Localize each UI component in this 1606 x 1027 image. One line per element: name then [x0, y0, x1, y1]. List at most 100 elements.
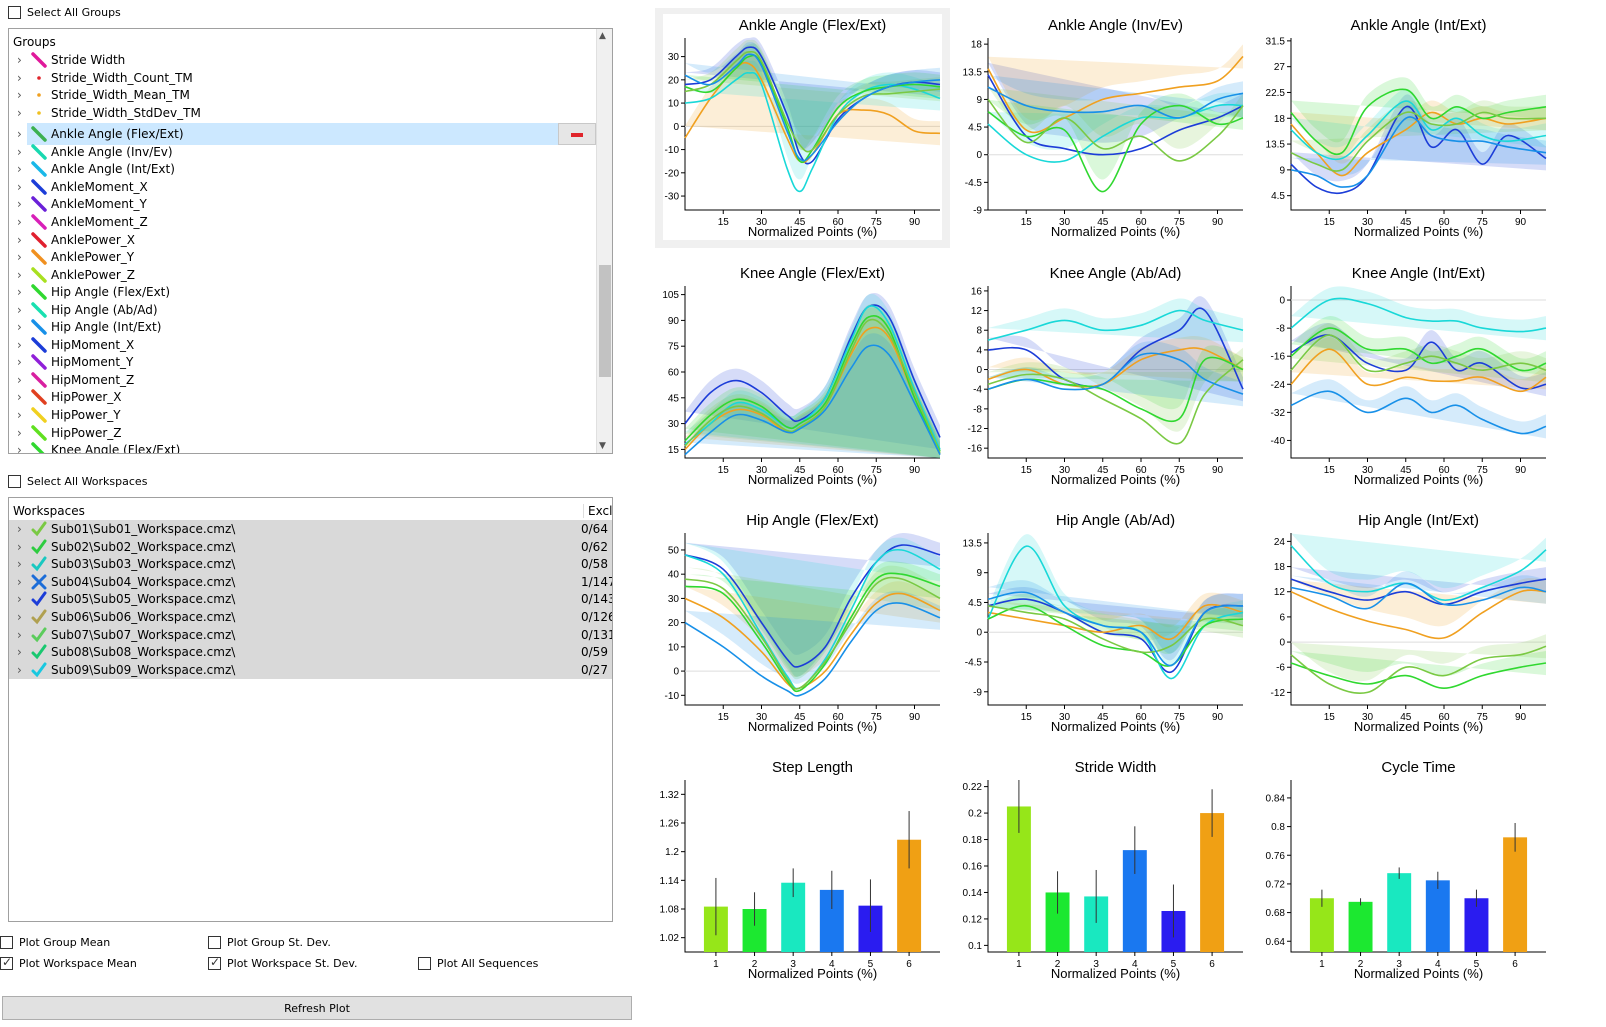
expand-chevron-icon[interactable]: ›	[17, 70, 22, 85]
expand-chevron-icon[interactable]: ›	[17, 302, 22, 317]
workspace-item[interactable]: › Sub04\Sub04_Workspace.cmz\ 1/147	[9, 572, 612, 591]
group-item[interactable]: › Stride_Width_StdDev_TM	[9, 104, 596, 122]
group-item[interactable]: › Hip Angle (Ab/Ad)	[9, 301, 596, 319]
check-mark-icon[interactable]	[31, 591, 47, 607]
group-item[interactable]: › Hip Angle (Int/Ext)	[9, 318, 596, 336]
check-mark-icon[interactable]	[31, 644, 47, 660]
group-item[interactable]: › AnkleMoment_Z	[9, 213, 596, 231]
expand-chevron-icon[interactable]: ›	[17, 53, 22, 67]
plot-group-mean-checkbox[interactable]: Plot Group Mean	[0, 936, 110, 949]
chart-panel[interactable]: Cycle Time Normalized Points (%) 0.64 0.68 0…	[1261, 750, 1556, 990]
chart-panel[interactable]: Knee Angle (Int/Ext) Normalized Points (%…	[1261, 256, 1556, 496]
expand-chevron-icon[interactable]: ›	[17, 425, 22, 440]
group-item[interactable]: › AnklePower_Z	[9, 266, 596, 284]
expand-chevron-icon[interactable]: ›	[17, 232, 22, 247]
checkbox-box[interactable]	[0, 936, 13, 949]
checkbox-box[interactable]	[0, 955, 13, 970]
workspace-item[interactable]: › Sub06\Sub06_Workspace.cmz\ 0/126	[9, 608, 612, 626]
expand-chevron-icon[interactable]: ›	[17, 372, 22, 387]
group-item[interactable]: › Ankle Angle (Inv/Ev)	[9, 143, 596, 161]
workspace-item[interactable]: › Sub08\Sub08_Workspace.cmz\ 0/59	[9, 643, 612, 662]
chart-panel[interactable]: Ankle Angle (Flex/Ext) Normalized Points …	[655, 8, 950, 248]
expand-chevron-icon[interactable]: ›	[17, 105, 22, 120]
check-mark-icon[interactable]	[31, 556, 47, 572]
chart-panel[interactable]: Step Length Normalized Points (%) 1.02 1.08…	[655, 750, 950, 990]
group-item[interactable]: › Stride_Width_Count_TM	[9, 69, 596, 87]
select-all-workspaces-checkbox[interactable]: Select All Workspaces	[8, 475, 147, 488]
group-item[interactable]: › HipPower_X	[9, 388, 596, 406]
check-mark-icon[interactable]	[31, 627, 47, 643]
scroll-down-icon[interactable]: ▼	[599, 441, 606, 451]
checkbox-box[interactable]	[208, 955, 221, 970]
scroll-up-icon[interactable]: ▲	[599, 31, 606, 41]
group-item[interactable]: › Knee Angle (Flex/Ext)	[9, 441, 596, 453]
check-mark-icon[interactable]	[31, 539, 47, 555]
scroll-thumb[interactable]	[599, 265, 611, 377]
group-item[interactable]: › HipPower_Z	[9, 424, 596, 442]
chart-panel[interactable]: Knee Angle (Flex/Ext) Normalized Points (…	[655, 256, 950, 496]
chart-panel[interactable]: Hip Angle (Flex/Ext) Normalized Points (%…	[655, 503, 950, 743]
workspace-item[interactable]: › Sub07\Sub07_Workspace.cmz\ 0/131	[9, 625, 612, 644]
expand-chevron-icon[interactable]: ›	[17, 179, 22, 194]
expand-chevron-icon[interactable]: ›	[17, 592, 22, 607]
expand-chevron-icon[interactable]: ›	[17, 390, 22, 405]
expand-chevron-icon[interactable]: ›	[17, 627, 22, 642]
expand-chevron-icon[interactable]: ›	[17, 522, 22, 536]
group-item[interactable]: › Stride Width	[9, 51, 596, 69]
select-all-groups-checkbox[interactable]: Select All Groups	[8, 6, 121, 19]
group-item[interactable]: › HipMoment_X	[9, 336, 596, 354]
group-item[interactable]: › Ankle Angle (Flex/Ext)	[9, 123, 596, 146]
checkbox-box[interactable]	[418, 957, 431, 970]
refresh-plot-button[interactable]: Refresh Plot	[2, 996, 632, 1020]
expand-chevron-icon[interactable]: ›	[17, 127, 22, 142]
cross-mark-icon[interactable]	[31, 574, 47, 590]
expand-chevron-icon[interactable]: ›	[17, 408, 22, 422]
checkbox-box[interactable]	[8, 475, 21, 488]
workspaces-tree[interactable]: Workspaces Excl › Sub01\Sub01_Workspace.c…	[8, 497, 613, 922]
expand-chevron-icon[interactable]: ›	[17, 320, 22, 335]
chart-panel[interactable]: Hip Angle (Int/Ext) Normalized Points (%)…	[1261, 503, 1556, 743]
group-item[interactable]: › Stride_Width_Mean_TM	[9, 86, 596, 104]
expand-chevron-icon[interactable]: ›	[17, 88, 22, 103]
remove-group-button[interactable]	[558, 123, 596, 146]
check-mark-icon[interactable]	[31, 521, 47, 537]
group-item[interactable]: › Hip Angle (Flex/Ext)	[9, 283, 596, 301]
groups-scrollbar[interactable]: ▲ ▼	[596, 29, 612, 453]
group-item[interactable]: › Ankle Angle (Int/Ext)	[9, 160, 596, 178]
expand-chevron-icon[interactable]: ›	[17, 144, 22, 159]
group-item[interactable]: › AnkleMoment_X	[9, 178, 596, 196]
check-mark-icon[interactable]	[31, 662, 47, 678]
workspace-item[interactable]: › Sub05\Sub05_Workspace.cmz\ 0/143	[9, 590, 612, 609]
expand-chevron-icon[interactable]: ›	[17, 285, 22, 300]
expand-chevron-icon[interactable]: ›	[17, 162, 22, 177]
plot-workspace-stdev-checkbox[interactable]: Plot Workspace St. Dev.	[208, 955, 358, 970]
expand-chevron-icon[interactable]: ›	[17, 337, 22, 352]
group-item[interactable]: › HipPower_Y	[9, 406, 596, 424]
chart-panel[interactable]: Stride Width Normalized Points (%) 0.1 0.12…	[958, 750, 1253, 990]
group-item[interactable]: › HipMoment_Y	[9, 353, 596, 371]
expand-chevron-icon[interactable]: ›	[17, 557, 22, 572]
expand-chevron-icon[interactable]: ›	[17, 250, 22, 265]
expand-chevron-icon[interactable]: ›	[17, 574, 22, 589]
expand-chevron-icon[interactable]: ›	[17, 355, 22, 370]
checkbox-box[interactable]	[208, 936, 221, 949]
plot-group-stdev-checkbox[interactable]: Plot Group St. Dev.	[208, 936, 331, 949]
chart-panel[interactable]: Hip Angle (Ab/Ad) Normalized Points (%) -9…	[958, 503, 1253, 743]
group-item[interactable]: › AnklePower_Y	[9, 248, 596, 266]
group-item[interactable]: › HipMoment_Z	[9, 371, 596, 389]
groups-tree[interactable]: Groups › Stride Width › Stride_Width_Count_…	[8, 28, 613, 454]
expand-chevron-icon[interactable]: ›	[17, 197, 22, 212]
expand-chevron-icon[interactable]: ›	[17, 645, 22, 660]
workspace-item[interactable]: › Sub01\Sub01_Workspace.cmz\ 0/64	[9, 520, 612, 538]
expand-chevron-icon[interactable]: ›	[17, 539, 22, 554]
expand-chevron-icon[interactable]: ›	[17, 214, 22, 229]
checkbox-box[interactable]	[8, 6, 21, 19]
expand-chevron-icon[interactable]: ›	[17, 610, 22, 624]
plot-all-sequences-checkbox[interactable]: Plot All Sequences	[418, 957, 538, 970]
plot-workspace-mean-checkbox[interactable]: Plot Workspace Mean	[0, 955, 137, 970]
chart-panel[interactable]: Ankle Angle (Int/Ext) Normalized Points (…	[1261, 8, 1556, 248]
workspace-item[interactable]: › Sub09\Sub09_Workspace.cmz\ 0/27	[9, 660, 612, 679]
workspace-item[interactable]: › Sub02\Sub02_Workspace.cmz\ 0/62	[9, 537, 612, 556]
chart-panel[interactable]: Ankle Angle (Inv/Ev) Normalized Points (%…	[958, 8, 1253, 248]
group-item[interactable]: › AnkleMoment_Y	[9, 195, 596, 213]
